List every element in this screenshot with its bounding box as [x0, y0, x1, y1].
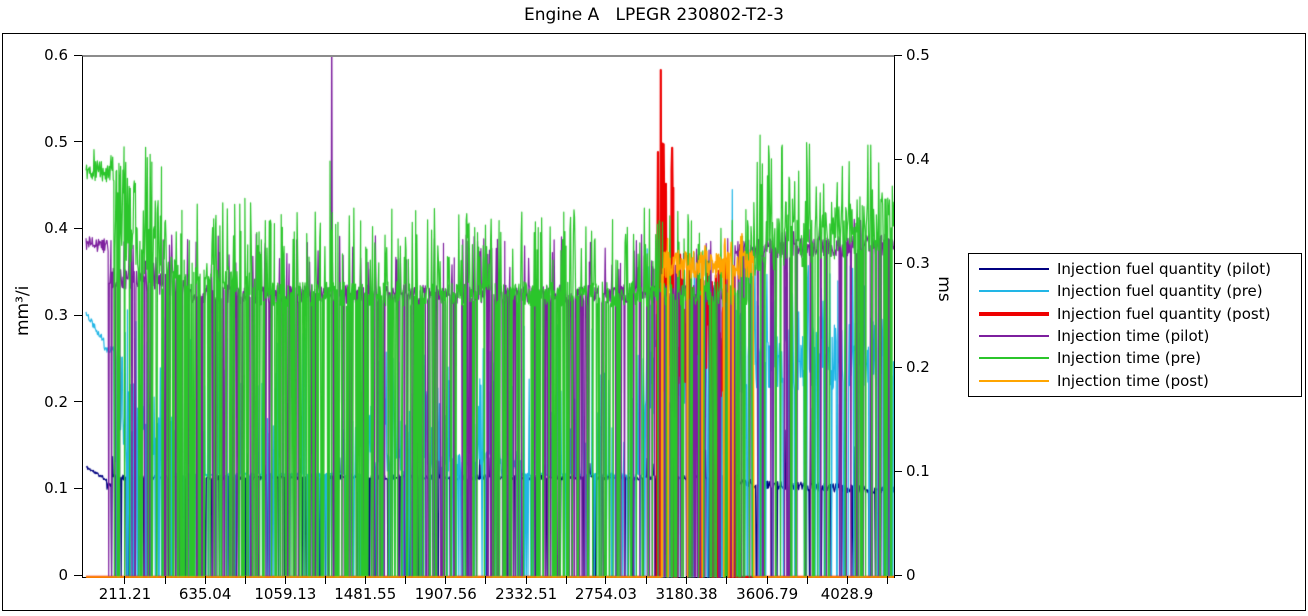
chart-title: Engine A LPEGR 230802-T2-3 — [524, 5, 784, 25]
x-tick-label: 1907.56 — [414, 585, 477, 603]
legend-row: Injection time (pre) — [969, 347, 1301, 369]
legend-label: Injection time (pre) — [1057, 349, 1202, 368]
x-tick-label: 1059.13 — [254, 585, 317, 603]
y-left-tick-label: 0.3 — [44, 306, 68, 324]
x-major-tick — [284, 576, 286, 584]
y-right-tick — [894, 262, 902, 264]
y-left-tick — [74, 314, 82, 316]
y-right-tick-label: 0 — [906, 566, 916, 584]
x-major-tick — [445, 576, 447, 584]
legend-line-swatch — [979, 335, 1049, 338]
x-major-tick — [846, 576, 848, 584]
y-left-tick — [74, 574, 82, 576]
x-tick-label: 2332.51 — [495, 585, 558, 603]
x-tick-label: 1481.55 — [334, 585, 397, 603]
y-right-tick-label: 0.4 — [906, 150, 930, 168]
legend-row: Injection fuel quantity (pre) — [969, 280, 1301, 302]
y-left-tick-label: 0 — [58, 566, 68, 584]
y-right-tick-label: 0.3 — [906, 254, 930, 272]
y-left-tick — [74, 54, 82, 56]
legend-line-swatch — [979, 357, 1049, 360]
legend-line-swatch — [979, 311, 1049, 316]
x-major-tick — [204, 576, 206, 584]
x-tick-label: 2754.03 — [574, 585, 637, 603]
y-right-tick — [894, 366, 902, 368]
y-left-tick — [74, 401, 82, 403]
y-left-tick — [74, 227, 82, 229]
y-left-tick — [74, 141, 82, 143]
y-right-tick-label: 0.2 — [906, 358, 930, 376]
x-major-tick — [605, 576, 607, 584]
y-left-tick-label: 0.4 — [44, 219, 68, 238]
legend-row: Injection fuel quantity (post) — [969, 303, 1301, 325]
legend-row: Injection fuel quantity (pilot) — [969, 258, 1301, 280]
legend-label: Injection fuel quantity (pilot) — [1057, 260, 1271, 279]
x-minor-tick — [806, 576, 808, 584]
legend-line-swatch — [979, 290, 1049, 293]
x-minor-tick — [886, 576, 888, 584]
x-tick-label: 635.04 — [178, 585, 232, 603]
x-major-tick — [364, 576, 366, 584]
legend-row: Injection time (post) — [969, 370, 1301, 392]
y-right-tick-label: 0.5 — [906, 46, 930, 64]
y-left-tick-label: 0.5 — [44, 132, 68, 151]
x-major-tick — [525, 576, 527, 584]
legend-line-swatch — [979, 379, 1049, 382]
x-tick-label: 3180.38 — [655, 585, 718, 603]
y-right-tick — [894, 470, 902, 472]
x-major-tick — [124, 576, 126, 584]
x-minor-tick — [164, 576, 166, 584]
x-major-tick — [686, 576, 688, 584]
legend: Injection fuel quantity (pilot) Injection… — [968, 253, 1302, 397]
legend-label: Injection fuel quantity (pre) — [1057, 282, 1263, 301]
legend-label: Injection time (pilot) — [1057, 327, 1210, 346]
x-tick-label: 211.21 — [98, 585, 152, 603]
x-major-tick — [766, 576, 768, 584]
y-right-tick — [894, 54, 902, 56]
y-right-tick — [894, 574, 902, 576]
x-minor-tick — [565, 576, 567, 584]
series-canvas — [83, 57, 894, 578]
x-minor-tick — [324, 576, 326, 584]
x-tick-label: 4028.9 — [820, 585, 874, 603]
x-minor-tick — [485, 576, 487, 584]
y-left-tick-label: 0.1 — [44, 479, 68, 498]
legend-label: Injection time (post) — [1057, 371, 1209, 390]
plot-area — [82, 55, 895, 578]
y-left-tick-label: 0.6 — [44, 46, 68, 64]
x-minor-tick — [244, 576, 246, 584]
y-left-tick-label: 0.2 — [44, 392, 68, 411]
legend-line-swatch — [979, 268, 1049, 271]
x-minor-tick — [405, 576, 407, 584]
x-minor-tick — [726, 576, 728, 584]
y-right-tick-label: 0.1 — [906, 462, 930, 480]
y-right-tick — [894, 158, 902, 160]
legend-label: Injection fuel quantity (post) — [1057, 304, 1271, 323]
legend-row: Injection time (pilot) — [969, 325, 1301, 347]
x-minor-tick — [645, 576, 647, 584]
x-tick-label: 3606.79 — [736, 585, 799, 603]
y-left-tick — [74, 487, 82, 489]
